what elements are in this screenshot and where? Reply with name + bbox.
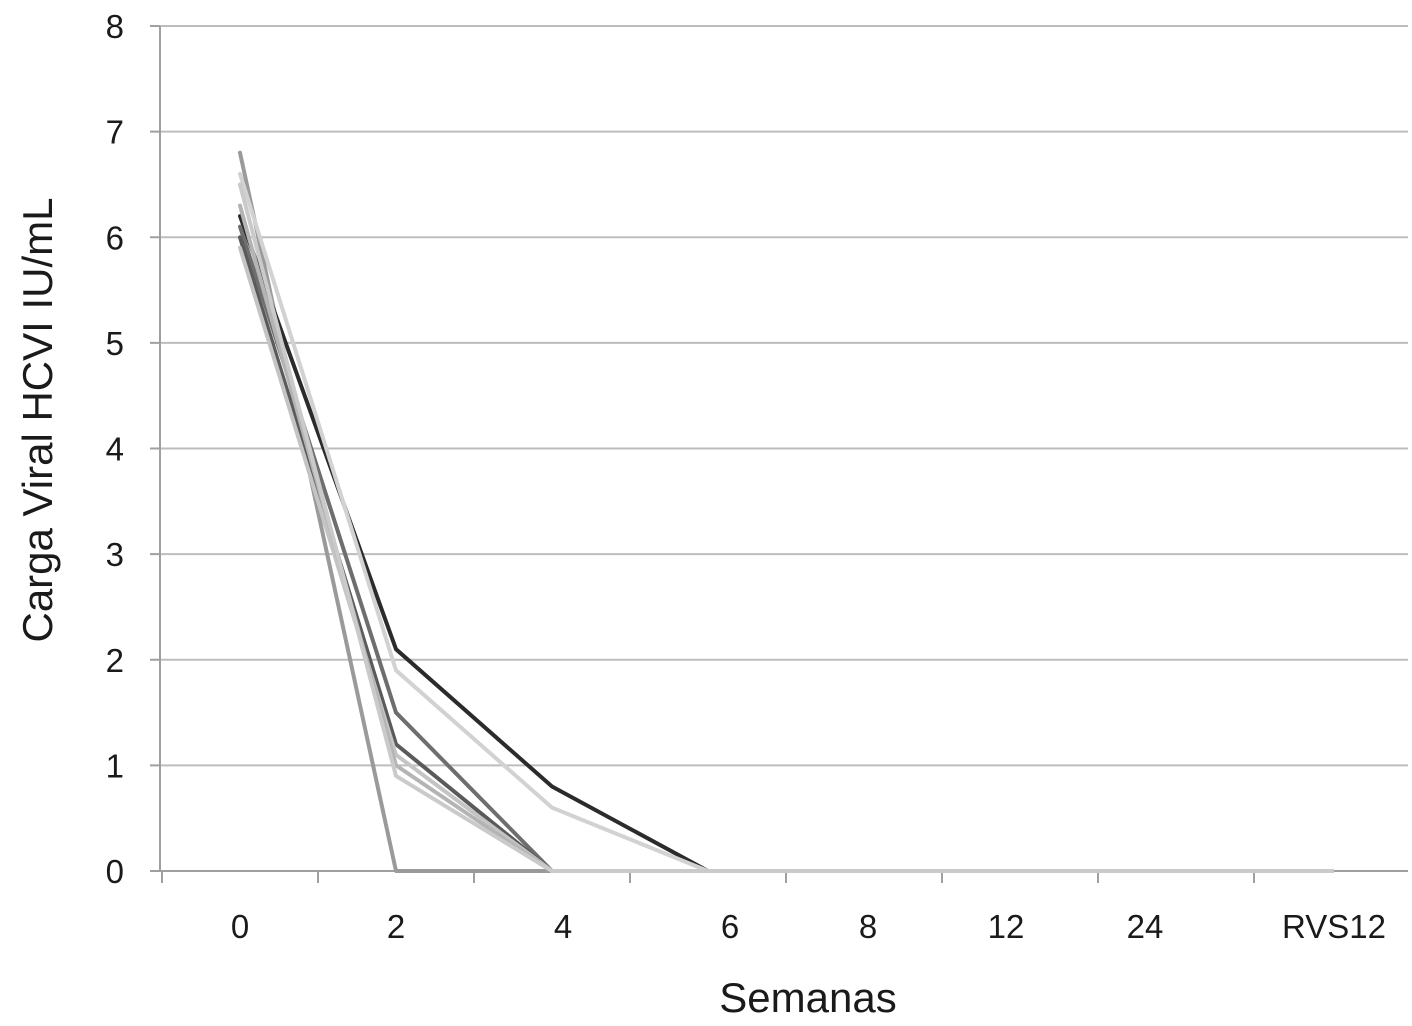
series-line-4	[238, 224, 1334, 873]
y-tick-label: 5	[106, 325, 124, 362]
x-tick-labels: 0 2 4 6 8 12 24 RVS12	[231, 908, 1386, 945]
y-tick-label: 1	[106, 747, 124, 784]
y-tick-label: 4	[106, 431, 124, 468]
y-tick-label: 8	[106, 8, 124, 45]
series-lines	[238, 150, 1334, 873]
x-tick-label: 24	[1127, 908, 1164, 945]
x-tick-label: 4	[554, 908, 572, 945]
series-line-6	[238, 245, 1334, 873]
y-tick-label: 2	[106, 642, 124, 679]
x-axis-title: Semanas	[719, 974, 896, 1021]
y-tick-label: 6	[106, 219, 124, 256]
y-axis-title: Carga Viral HCVI IU/mL	[14, 197, 61, 642]
axes	[150, 25, 1408, 883]
x-tick-label: 8	[859, 908, 877, 945]
x-tick-label: RVS12	[1282, 908, 1386, 945]
y-tick-labels: 0 1 2 3 4 5 6 7 8	[106, 8, 124, 890]
series-line-1	[238, 150, 1334, 873]
series-line-8	[238, 182, 1334, 873]
series-line-7	[238, 203, 1334, 873]
x-tick-label: 0	[231, 908, 249, 945]
y-tick-label: 7	[106, 114, 124, 151]
x-tick-label: 6	[721, 908, 739, 945]
x-tick-label: 2	[387, 908, 405, 945]
y-tick-label: 3	[106, 536, 124, 573]
y-tick-label: 0	[106, 853, 124, 890]
series-line-3	[238, 171, 1334, 873]
x-tick-label: 12	[988, 908, 1025, 945]
